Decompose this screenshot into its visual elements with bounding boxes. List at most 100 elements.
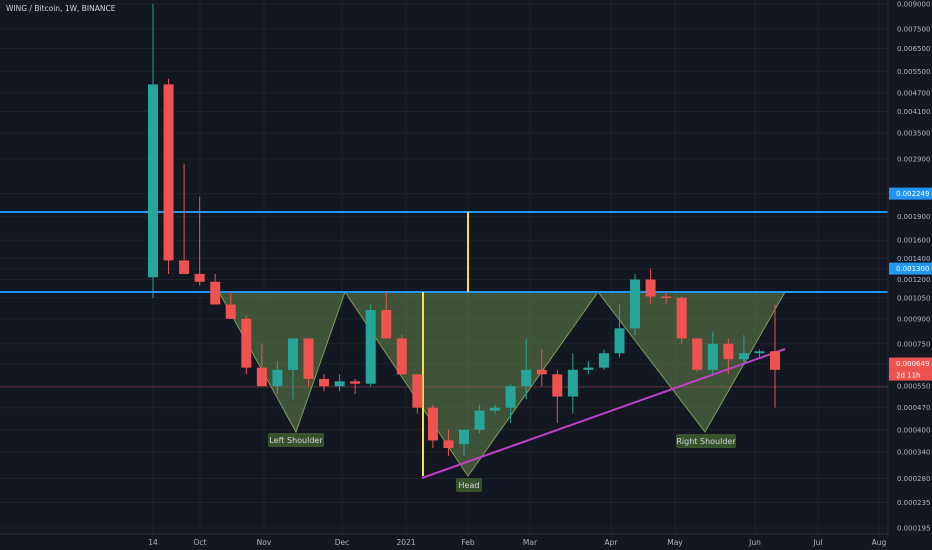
label-head: Head xyxy=(459,481,480,490)
label-left-shoulder: Left Shoulder xyxy=(269,436,323,445)
candle xyxy=(396,334,407,375)
price-badge xyxy=(889,187,932,200)
candle xyxy=(645,268,656,305)
price-badge-label: 0.001300 xyxy=(896,265,929,273)
candle xyxy=(210,273,221,305)
candle xyxy=(179,163,190,274)
price-badge xyxy=(889,262,932,275)
price-tick-label: 0.000900 xyxy=(897,315,930,323)
candle xyxy=(272,361,283,394)
candle-body xyxy=(179,260,190,274)
candle xyxy=(287,338,298,400)
candle xyxy=(598,349,609,370)
candle-body xyxy=(567,369,578,397)
candle-body xyxy=(225,304,236,319)
candle xyxy=(676,296,687,344)
time-tick-label: Jul xyxy=(812,538,822,547)
candle-body xyxy=(443,440,454,449)
candle-body xyxy=(505,386,516,408)
candle-body xyxy=(490,407,501,411)
price-tick-label: 0.009000 xyxy=(897,1,930,9)
candle-body xyxy=(319,378,330,387)
candle xyxy=(490,404,501,414)
price-tick-label: 0.007500 xyxy=(897,25,930,33)
price-tick-label: 0.005500 xyxy=(897,68,930,76)
time-tick-label: Mar xyxy=(523,538,538,547)
candle xyxy=(443,429,454,457)
candle xyxy=(723,338,734,375)
candle-body xyxy=(598,353,609,368)
price-badge xyxy=(889,357,932,370)
candle xyxy=(163,79,174,274)
price-tick-label: 0.006500 xyxy=(897,45,930,53)
pattern-outline xyxy=(218,290,786,477)
price-tick-label: 0.001400 xyxy=(897,255,930,263)
candle xyxy=(521,338,532,400)
candle xyxy=(738,334,749,366)
candle-body xyxy=(272,369,283,387)
candle-body xyxy=(738,353,749,360)
candle-body xyxy=(754,351,765,354)
price-badge-label: 0.000649 xyxy=(896,360,929,368)
annotation-head: Head xyxy=(456,478,482,492)
candle xyxy=(459,429,469,457)
candle-body xyxy=(614,328,625,354)
candle-body xyxy=(350,381,361,384)
annotation-right-shoulder: Right Shoulder xyxy=(676,434,736,448)
candle-body xyxy=(396,338,407,375)
candle-body xyxy=(645,279,656,297)
candle xyxy=(194,196,205,286)
candle xyxy=(474,404,485,434)
candle-body xyxy=(521,369,532,387)
price-tick-label: 0.001200 xyxy=(897,276,930,284)
candle xyxy=(567,353,578,414)
candle xyxy=(319,374,330,392)
candle xyxy=(334,374,345,392)
candle-body xyxy=(536,369,547,375)
candle xyxy=(303,338,314,387)
candle-body xyxy=(692,338,703,370)
candle xyxy=(256,343,267,387)
candles xyxy=(148,4,780,457)
price-tick-label: 0.000550 xyxy=(897,383,930,391)
time-tick-label: Oct xyxy=(194,538,207,547)
candle xyxy=(536,349,547,387)
candle-body xyxy=(661,296,672,298)
candle-body xyxy=(381,310,392,339)
time-axis-ticks: 14 Oct Nov Dec 2021 Feb Mar Apr May Jun Jul Aug xyxy=(148,538,886,547)
price-tick-label: 0.001600 xyxy=(897,237,930,245)
price-tick-label: 0.001900 xyxy=(897,213,930,221)
candle xyxy=(692,338,703,373)
candle xyxy=(505,383,516,424)
label-right-shoulder: Right Shoulder xyxy=(676,437,736,446)
candle xyxy=(661,291,672,305)
price-tick-label: 0.002900 xyxy=(897,155,930,163)
candle xyxy=(241,315,252,375)
candle-body xyxy=(210,281,221,305)
trend-line[interactable] xyxy=(421,348,786,479)
time-axis[interactable] xyxy=(0,534,888,550)
head-and-shoulders-pattern xyxy=(218,290,786,477)
candle-body xyxy=(256,367,267,387)
candle xyxy=(365,304,376,387)
time-tick-label: 14 xyxy=(148,538,158,547)
candle-body xyxy=(723,343,734,360)
time-tick-label: Nov xyxy=(257,538,272,547)
price-tick-label: 0.000195 xyxy=(897,525,930,533)
candle-body xyxy=(707,343,718,370)
countdown-label: 2d 11h xyxy=(896,372,920,380)
price-tick-label: 0.001050 xyxy=(897,294,930,302)
candle xyxy=(412,374,423,414)
candle-body xyxy=(412,374,423,408)
candle-body xyxy=(474,410,485,430)
candle xyxy=(770,304,780,408)
candle-body xyxy=(334,381,345,387)
candle xyxy=(148,4,158,298)
candle xyxy=(381,291,392,339)
candle xyxy=(707,331,718,375)
candle xyxy=(630,273,641,335)
candle-body xyxy=(427,407,438,441)
candle xyxy=(614,304,625,358)
pattern-left-shoulder xyxy=(219,292,345,432)
